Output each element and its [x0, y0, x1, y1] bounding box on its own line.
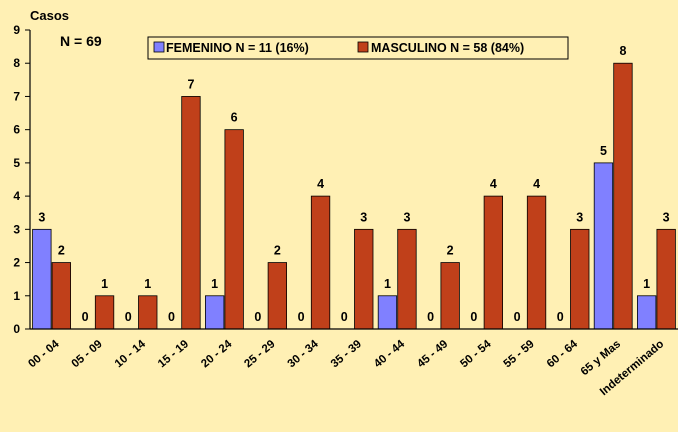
bar-masculino: [267, 262, 288, 330]
value-label-masculino: 6: [231, 111, 238, 125]
bar-masculino: [440, 262, 460, 330]
y-tick-label: 9: [13, 23, 20, 37]
value-label-masculino: 3: [403, 210, 410, 224]
value-label-masculino: 4: [317, 177, 324, 191]
value-label-femenino: 0: [125, 310, 132, 324]
x-tick-label: 60 - 64: [545, 338, 581, 371]
bar-masculino: [310, 195, 331, 330]
x-axis-tick-labels: 00 - 04 05 - 09 10 - 14 15 - 19 20 - 24 25 - …: [26, 338, 666, 399]
value-label-masculino: 3: [360, 210, 367, 224]
value-label-masculino: 3: [576, 210, 583, 224]
bar-femenino: [637, 295, 657, 330]
y-tick-label: 3: [13, 222, 20, 236]
value-labels: 3 2 0 1 0 1 0 7 1 6 0 2 0 4 0 3 1 3 0 2 0 4 0 4 0 3 5 8 1 3: [38, 44, 669, 324]
bars: [32, 62, 676, 330]
bar-femenino: [377, 295, 398, 330]
bar-masculino: [354, 228, 374, 330]
value-label-masculino: 1: [101, 277, 108, 291]
bar-masculino: [483, 195, 504, 330]
x-tick-label: 00 - 04: [26, 338, 62, 371]
x-tick-label: 35 - 39: [329, 338, 364, 370]
y-tick-label: 1: [13, 289, 20, 303]
y-tick-label: 7: [13, 89, 20, 103]
legend-swatch: [357, 41, 369, 53]
bar-masculino: [526, 195, 547, 330]
value-label-femenino: 0: [168, 310, 175, 324]
value-label-masculino: 1: [144, 277, 151, 291]
y-tick-label: 5: [13, 156, 20, 170]
bar-masculino: [224, 129, 244, 330]
legend: FEMENINO N = 11 (16%) MASCULINO N = 58 (8…: [147, 36, 569, 60]
y-tick-label: 6: [13, 123, 20, 137]
bar-masculino: [181, 96, 201, 330]
bar-masculino: [94, 295, 115, 330]
value-label-femenino: 0: [298, 310, 305, 324]
y-tick-label: 0: [13, 322, 20, 336]
x-tick-label: 30 - 34: [286, 338, 322, 371]
y-tick-label: 2: [13, 256, 20, 270]
value-label-femenino: 0: [82, 310, 89, 324]
value-label-femenino: 5: [600, 144, 607, 158]
value-label-femenino: 0: [254, 310, 261, 324]
bar-masculino: [397, 228, 417, 330]
bar-femenino: [204, 295, 225, 330]
bar-masculino: [51, 262, 71, 330]
value-label-masculino: 4: [533, 177, 540, 191]
value-label-femenino: 1: [643, 277, 650, 291]
value-label-masculino: 3: [663, 210, 670, 224]
y-tick-label: 4: [13, 189, 20, 203]
value-label-masculino: 8: [619, 44, 626, 58]
bar-femenino: [593, 162, 614, 330]
x-tick-label: 10 - 14: [113, 338, 149, 371]
x-tick-label: 65 y Mas: [579, 338, 623, 378]
value-label-femenino: 1: [384, 277, 391, 291]
x-tick-label: 25 - 29: [242, 338, 277, 370]
bar-masculino: [570, 228, 590, 330]
value-label-femenino: 0: [341, 310, 348, 324]
x-tick-label: 20 - 24: [199, 338, 235, 371]
value-label-femenino: 3: [38, 210, 45, 224]
bar-masculino: [613, 62, 633, 330]
y-axis-title: Casos: [30, 8, 69, 23]
value-label-femenino: 0: [514, 310, 521, 324]
n-total-annotation: N = 69: [60, 33, 102, 49]
x-tick-label: 55 - 59: [502, 338, 537, 370]
value-label-femenino: 0: [427, 310, 434, 324]
bar-femenino: [32, 228, 52, 330]
x-tick-label: 40 - 44: [372, 338, 408, 371]
value-label-femenino: 0: [557, 310, 564, 324]
bar-masculino: [138, 295, 158, 330]
axes: [29, 30, 678, 330]
y-tick-label: 8: [13, 56, 20, 70]
x-tick-label: 50 - 54: [458, 338, 494, 371]
x-tick-label: 45 - 49: [415, 338, 450, 370]
value-label-masculino: 4: [490, 177, 497, 191]
bar-masculino: [656, 228, 676, 330]
value-label-masculino: 2: [58, 244, 65, 258]
value-label-masculino: 2: [447, 244, 454, 258]
legend-swatch: [153, 41, 165, 53]
value-label-masculino: 2: [274, 244, 281, 258]
legend-entry: FEMENINO N = 11 (16%): [166, 41, 309, 55]
x-tick-label: 15 - 19: [156, 338, 191, 370]
y-axis-ticks: 0 1 2 3 4 5 6 7 8 9: [13, 23, 30, 336]
legend-entry: MASCULINO N = 58 (84%): [371, 41, 524, 55]
value-label-masculino: 7: [187, 77, 194, 91]
value-label-femenino: 1: [211, 277, 218, 291]
x-tick-label: 05 - 09: [70, 338, 105, 370]
value-label-femenino: 0: [470, 310, 477, 324]
